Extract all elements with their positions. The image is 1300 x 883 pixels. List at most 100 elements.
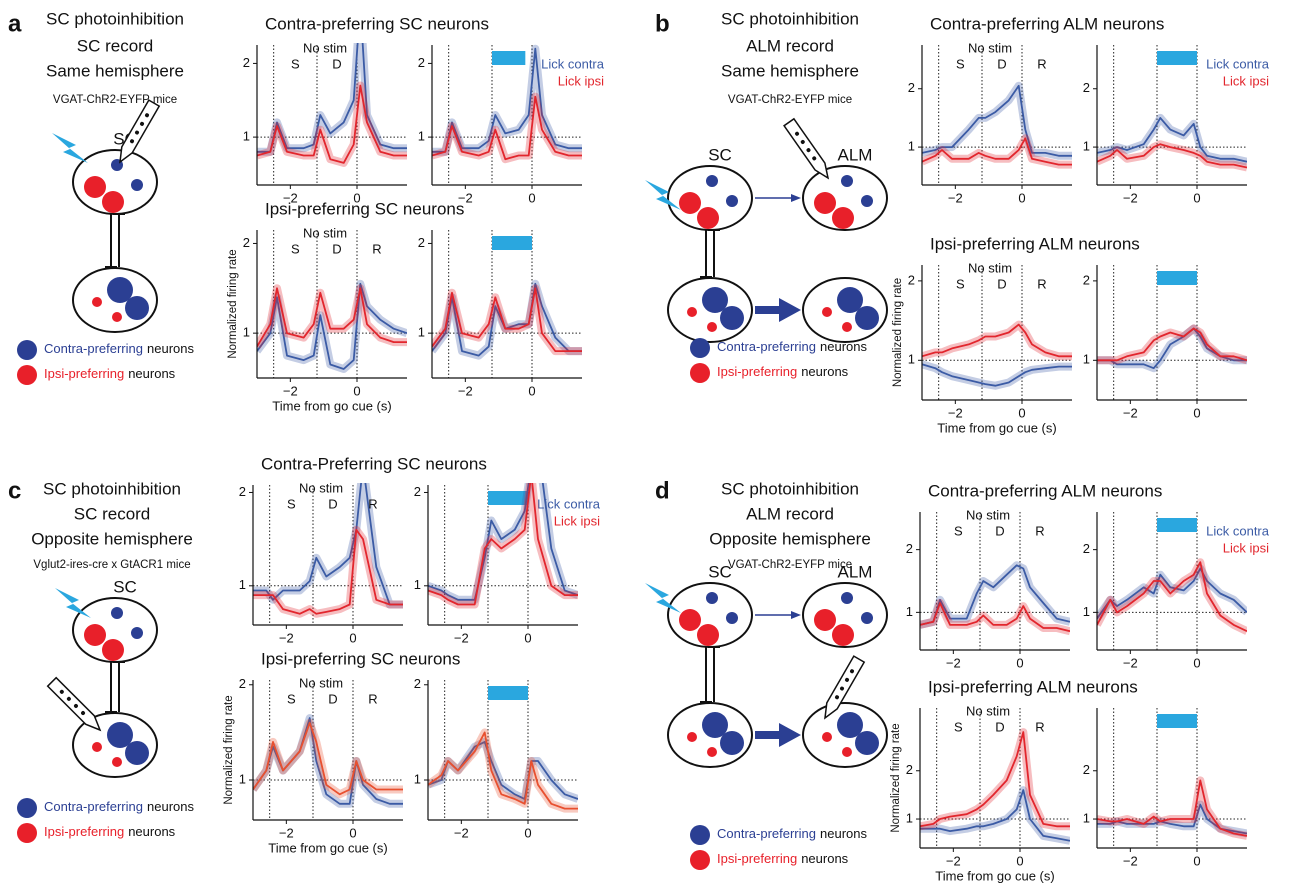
legend-dot	[690, 850, 710, 870]
legend-group: Contra-preferring	[717, 826, 816, 841]
legend-dot	[690, 338, 710, 358]
x-tick-label: −2	[1123, 655, 1138, 670]
x-tick-label: −2	[458, 190, 473, 205]
x-tick-label: 0	[1018, 190, 1025, 205]
series-group	[1097, 324, 1247, 365]
stim-bar	[488, 491, 528, 505]
error-band	[432, 92, 582, 164]
annotation: No stim	[966, 703, 1010, 718]
pipette-body	[119, 99, 161, 164]
y-tick-label: 2	[243, 235, 250, 250]
y-tick-label: 1	[239, 577, 246, 592]
series-line	[428, 483, 578, 606]
error-band	[920, 728, 1070, 831]
x-axis-label: Time from go cue (s)	[935, 868, 1054, 883]
panel-title: Same hemisphere	[721, 61, 859, 80]
x-tick-label: 0	[1193, 655, 1200, 670]
series-line	[428, 731, 578, 810]
region-outline	[667, 165, 753, 231]
series-group	[432, 92, 582, 164]
neuron	[702, 712, 728, 738]
y-tick-label: 1	[908, 139, 915, 154]
panel-title: SC photoinhibition	[721, 479, 859, 498]
legend-text: Ipsi-preferring neurons	[717, 364, 849, 379]
stim-bar	[1157, 51, 1197, 65]
legend-entry: Lick contra	[537, 496, 601, 511]
pipette-dot	[73, 703, 78, 708]
series-group	[253, 525, 403, 618]
legend-dot	[17, 823, 37, 843]
y-tick-label: 2	[908, 80, 915, 95]
series-group	[922, 134, 1072, 169]
annotation: No stim	[303, 40, 347, 55]
stim-bar	[1157, 714, 1197, 728]
chart-title: Ipsi-preferring ALM neurons	[928, 677, 1138, 696]
region-label: SC	[113, 577, 137, 596]
legend-group: Ipsi-preferring	[717, 364, 797, 379]
mouse-line: VGAT-ChR2-EYFP mice	[728, 559, 852, 571]
neuron	[92, 297, 102, 307]
x-tick-label: 0	[528, 383, 535, 398]
neuron	[855, 306, 879, 330]
y-tick-label: 2	[906, 762, 913, 777]
epoch-label: R	[368, 691, 377, 706]
neuron	[842, 322, 852, 332]
series-line	[432, 287, 582, 352]
series-line	[920, 564, 1070, 626]
series-line	[428, 483, 578, 601]
pipette-dot	[145, 113, 149, 118]
pipette-dot	[59, 689, 64, 694]
legend-dot	[17, 798, 37, 818]
y-tick-label: 2	[414, 676, 421, 691]
legend-group: Contra-preferring	[44, 799, 143, 814]
epoch-label: S	[287, 496, 296, 511]
panel-letter: c	[8, 477, 21, 504]
region-outline	[72, 149, 158, 215]
series-line	[922, 363, 1072, 387]
pipette-dot	[795, 131, 800, 136]
series-group	[432, 284, 582, 356]
neuron	[131, 627, 143, 639]
x-tick-label: −2	[948, 405, 963, 420]
stim-bar	[1157, 271, 1197, 285]
y-axis-label: Normalized firing rate	[227, 249, 239, 358]
y-tick-label: 1	[908, 352, 915, 367]
legend-dot	[17, 365, 37, 385]
pipette-dot	[850, 669, 854, 674]
pipette-dot	[835, 695, 839, 700]
legend-group: Ipsi-preferring	[44, 824, 124, 839]
x-tick-label: −2	[946, 655, 961, 670]
neuron	[84, 176, 106, 198]
annotation: No stim	[299, 480, 343, 495]
neuron	[832, 207, 854, 229]
series-line	[1097, 567, 1247, 620]
series-line	[432, 47, 582, 153]
panel-title: SC record	[77, 36, 154, 55]
pipette	[46, 676, 102, 732]
series-line	[1097, 117, 1247, 163]
chart-title: Ipsi-preferring SC neurons	[261, 649, 460, 668]
neuron	[102, 191, 124, 213]
legend-dot	[690, 363, 710, 383]
legend-entry: Lick ipsi	[1223, 540, 1269, 555]
pipette-dot	[130, 139, 134, 144]
chart-title: Ipsi-preferring SC neurons	[265, 199, 464, 218]
legend-rest: neurons	[820, 339, 867, 354]
neuron	[112, 757, 122, 767]
neuron	[687, 732, 697, 742]
pipette-dot	[81, 711, 86, 716]
epoch-label: S	[954, 719, 963, 734]
region-label: SC	[708, 562, 732, 581]
series-group	[1097, 140, 1247, 172]
region-outline	[802, 582, 888, 648]
series-group	[253, 718, 403, 799]
pipette-dot	[812, 156, 817, 161]
neuron	[702, 287, 728, 313]
error-band	[428, 728, 578, 813]
panel-letter: d	[655, 477, 670, 504]
light-bolt	[55, 588, 91, 618]
pipette-dot	[135, 130, 139, 135]
epoch-label: R	[372, 241, 381, 256]
epoch-label: S	[956, 56, 965, 71]
legend-text: Ipsi-preferring neurons	[44, 366, 176, 381]
